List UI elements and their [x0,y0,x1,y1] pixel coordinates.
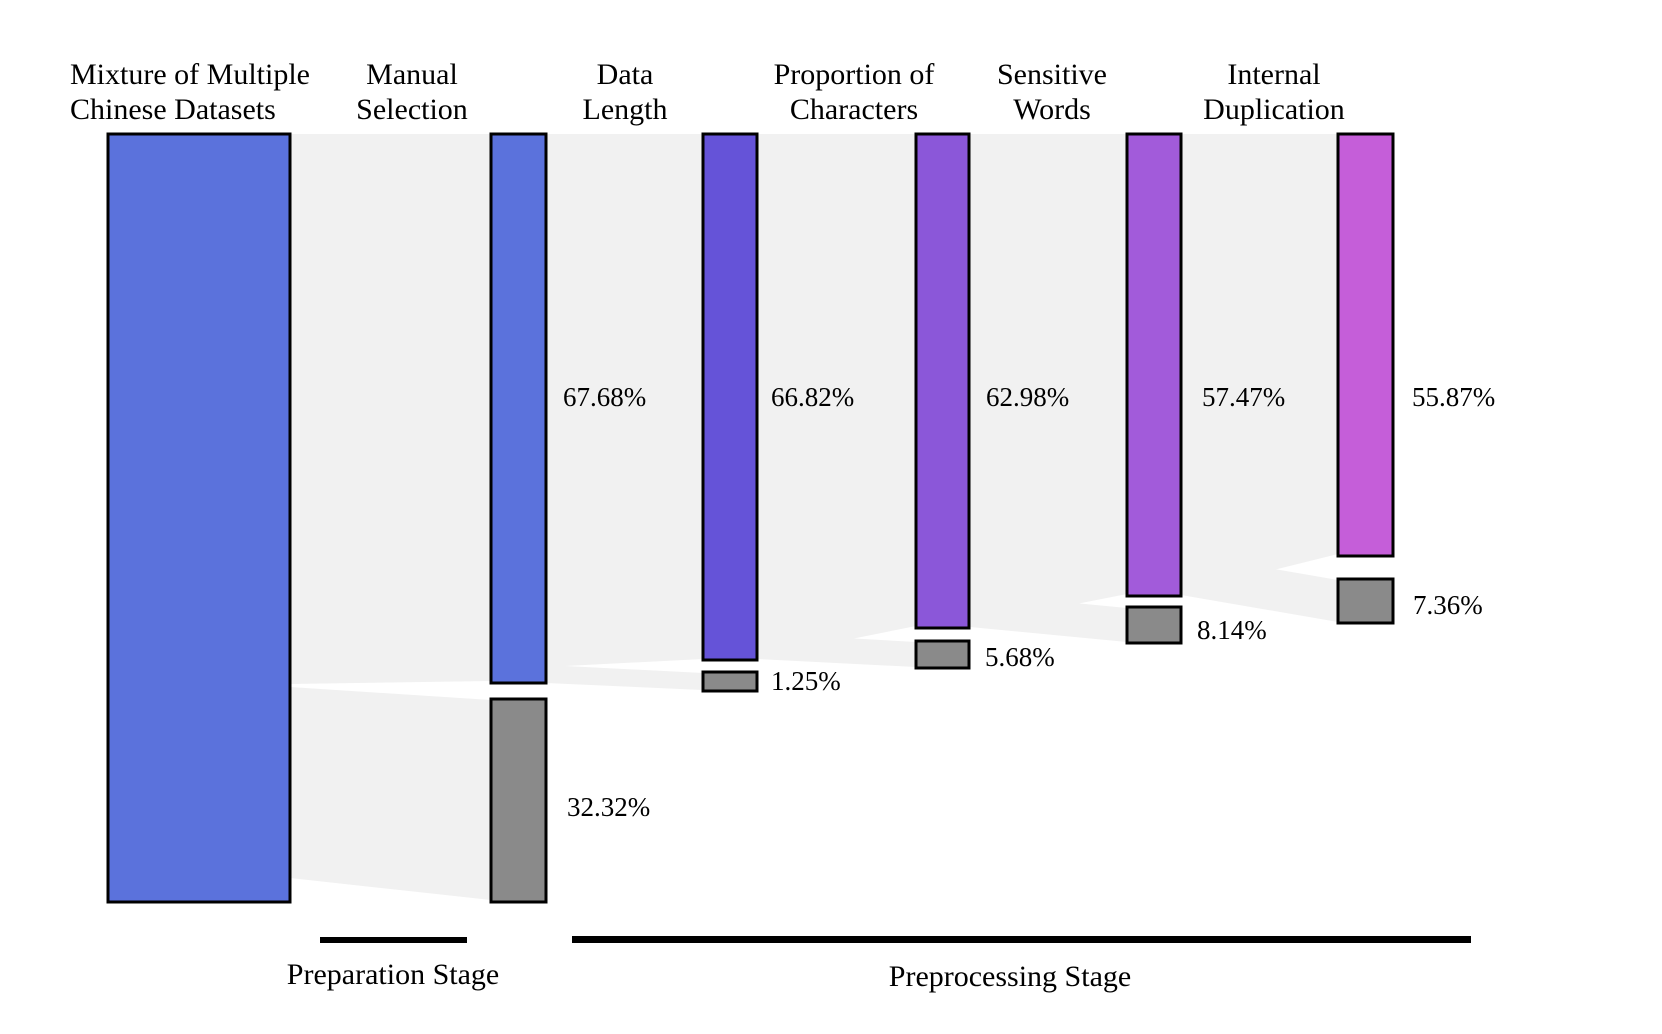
bar-retained-proportion-of-characters [914,132,971,630]
preprocessing-stage-rule [572,936,1471,943]
header-internal-duplication-line1: Internal [1227,58,1320,91]
flow-keep-2 [546,134,703,667]
bar-retained-data-length [701,132,759,662]
stage-groups: Preparation Stage Preprocessing Stage [287,936,1471,993]
bar-removed-internal-duplication [1336,577,1395,625]
retained-pct-sensitive-words: 57.47% [1202,382,1285,412]
header-proportion-of-characters-line1: Proportion of [774,58,935,91]
header-manual-selection-line1: Manual [366,58,458,91]
removed-pct-proportion-of-characters: 5.68% [985,642,1055,672]
header-data-length-line2: Length [583,93,668,126]
bar-retained-sensitive-words [1125,132,1183,598]
retained-pct-data-length: 66.82% [771,382,854,412]
removed-pct-manual-selection: 32.32% [567,792,650,822]
header-source-line1: Mixture of Multiple [70,58,310,91]
preparation-stage-label: Preparation Stage [287,958,499,991]
removed-pct-data-length: 1.25% [771,666,841,696]
flow-removed-4 [970,593,1127,642]
column-headers: Mixture of Multiple Chinese Datasets Man… [70,58,1345,126]
header-internal-duplication-line2: Duplication [1203,93,1345,126]
flow-bands [290,134,1338,900]
flow-removed-2 [546,665,703,690]
retained-pct-internal-duplication: 55.87% [1412,382,1495,412]
flow-removed-3 [757,633,916,667]
bar-removed-proportion-of-characters [914,639,971,670]
header-data-length-line1: Data [597,58,654,91]
flow-keep-5 [1181,134,1338,593]
flow-keep-1 [290,134,491,684]
bars [106,132,1395,904]
header-sensitive-words-line2: Words [1013,93,1091,126]
flow-keep-4 [970,134,1127,625]
header-manual-selection-line2: Selection [356,93,468,126]
flow-removed-1 [290,687,491,900]
bar-removed-data-length [701,670,759,693]
bar-retained-manual-selection [489,132,548,685]
retained-pct-manual-selection: 67.68% [563,382,646,412]
flow-keep-3 [757,134,916,658]
retained-pct-proportion-of-characters: 62.98% [986,382,1069,412]
removed-pct-internal-duplication: 7.36% [1413,590,1483,620]
bar-removed-manual-selection [489,697,548,904]
percent-labels: 67.68% 32.32% 66.82% 1.25% 62.98% 5.68% … [563,382,1495,822]
preparation-stage-rule [320,937,467,943]
preprocessing-stage-label: Preprocessing Stage [889,960,1131,993]
header-proportion-of-characters-line2: Characters [790,93,918,126]
header-source-line2: Chinese Datasets [70,93,276,126]
bar-removed-sensitive-words [1125,605,1183,645]
bar-retained-internal-duplication [1336,132,1395,558]
flow-removed-5 [1181,553,1338,622]
header-sensitive-words-line1: Sensitive [997,58,1107,91]
bar-source [106,132,292,904]
removed-pct-sensitive-words: 8.14% [1197,615,1267,645]
